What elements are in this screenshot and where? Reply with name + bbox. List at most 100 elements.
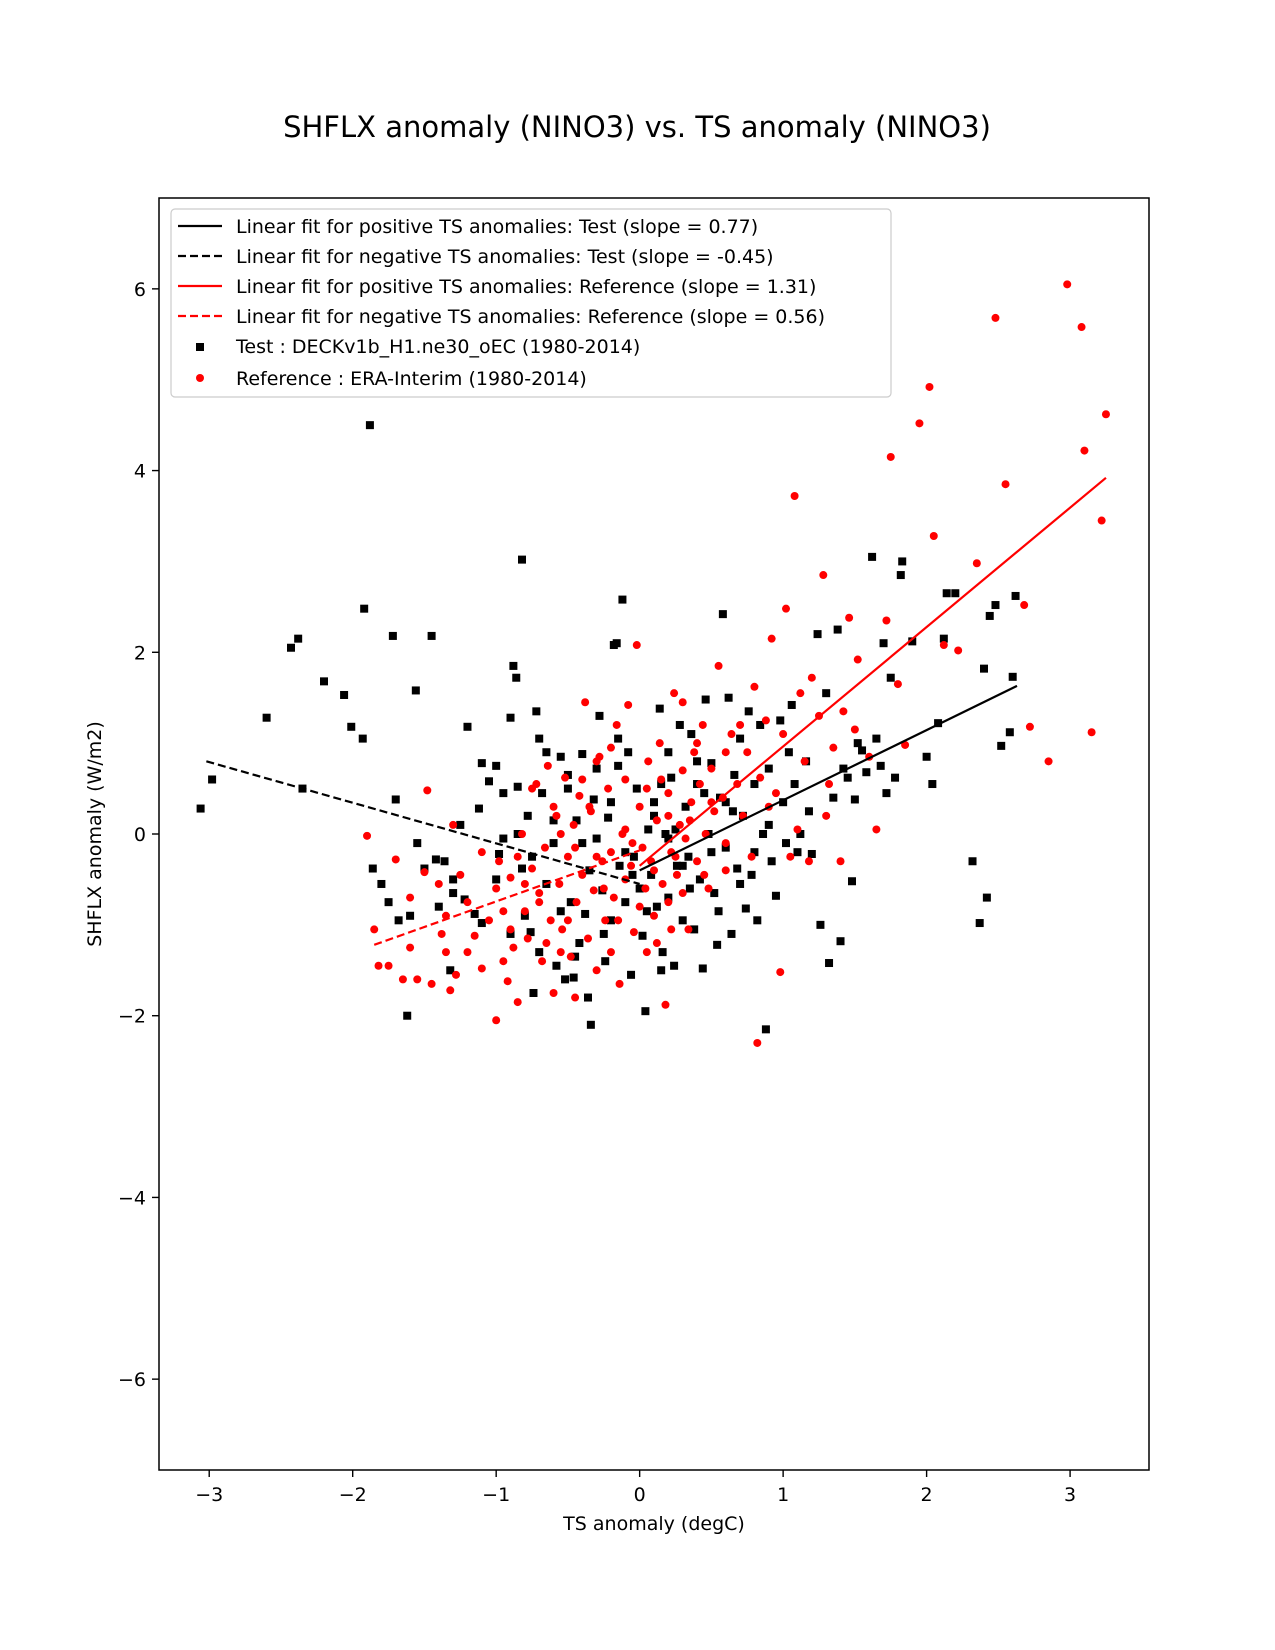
test-point [552,961,561,970]
reference-point [546,916,555,925]
reference-point [456,870,465,879]
fit-line-3 [373,849,641,946]
reference-point [406,943,415,952]
test-point [872,734,881,743]
reference-point [506,925,515,934]
test-point [360,604,369,613]
test-point [714,907,723,916]
test-point [262,713,271,722]
reference-point [604,784,613,793]
reference-point [1063,280,1072,289]
test-point [624,748,633,757]
test-point [575,939,584,948]
reference-point [872,825,881,834]
reference-point [650,911,658,920]
reference-point [796,689,805,698]
reference-point [513,852,522,861]
test-point [413,839,422,848]
test-point [997,741,1006,750]
test-point [882,789,891,798]
reference-point [839,707,848,716]
reference-point [681,834,690,843]
test-point [710,889,719,898]
test-point [615,861,624,870]
test-point [492,875,501,884]
test-point [779,798,788,807]
reference-point [1080,446,1089,455]
test-point [853,739,862,748]
test-point [434,902,443,911]
test-point [621,898,630,907]
reference-point [628,839,637,848]
test-point [657,780,666,789]
test-point [449,889,458,898]
reference-point [572,898,581,907]
test-point [394,916,403,925]
reference-point [413,975,422,984]
test-point [377,879,386,888]
test-point [657,966,666,975]
test-point [320,677,328,686]
reference-point [684,925,693,934]
test-point [431,855,440,864]
reference-point [624,700,633,709]
test-point [813,630,822,639]
fit-lines [206,476,1107,946]
reference-point [753,1038,762,1047]
test-point [384,898,393,907]
test-point [868,552,877,561]
test-point [975,919,984,928]
reference-point [853,655,862,664]
test-point [403,1011,412,1020]
test-point [807,849,816,858]
test-point [698,964,707,973]
test-point [730,770,739,779]
reference-points [363,280,1110,1047]
y-tick-label: −4 [118,1187,146,1209]
test-point [675,720,684,729]
reference-point [601,916,610,925]
reference-point [391,855,400,864]
reference-point [690,748,699,757]
reference-point [661,1000,670,1009]
test-point [728,807,737,816]
test-point [520,911,529,920]
test-point [535,948,544,957]
reference-point [506,873,515,882]
reference-point [540,843,549,852]
test-point [825,959,834,968]
test-point [449,875,458,884]
reference-point [446,986,455,995]
test-point [601,957,610,966]
test-point [661,830,670,838]
test-point [678,916,687,925]
reference-point [675,820,684,829]
test-point [627,970,636,979]
reference-point [503,977,512,986]
reference-point [518,830,526,838]
test-point [822,689,831,698]
reference-point [558,925,567,934]
reference-point [621,825,630,834]
test-point [347,722,356,731]
legend-label-ref-negative: Linear fit for negative TS anomalies: Re… [236,306,825,328]
test-point [690,925,699,934]
reference-point [736,720,745,729]
test-point [761,1025,770,1034]
y-tick-label: 2 [134,642,146,664]
reference-point [925,382,934,391]
test-point [368,864,377,873]
plot-area [158,197,1150,1471]
test-point [365,421,374,430]
test-point [208,775,217,784]
reference-point [704,884,713,893]
reference-point [678,889,687,898]
reference-point [635,902,644,911]
test-point [644,825,653,834]
fit-line-0 [639,684,1018,872]
reference-point [819,571,828,580]
reference-point [1025,722,1034,731]
reference-point [621,775,630,784]
test-point [982,893,991,902]
test-point [658,948,667,957]
